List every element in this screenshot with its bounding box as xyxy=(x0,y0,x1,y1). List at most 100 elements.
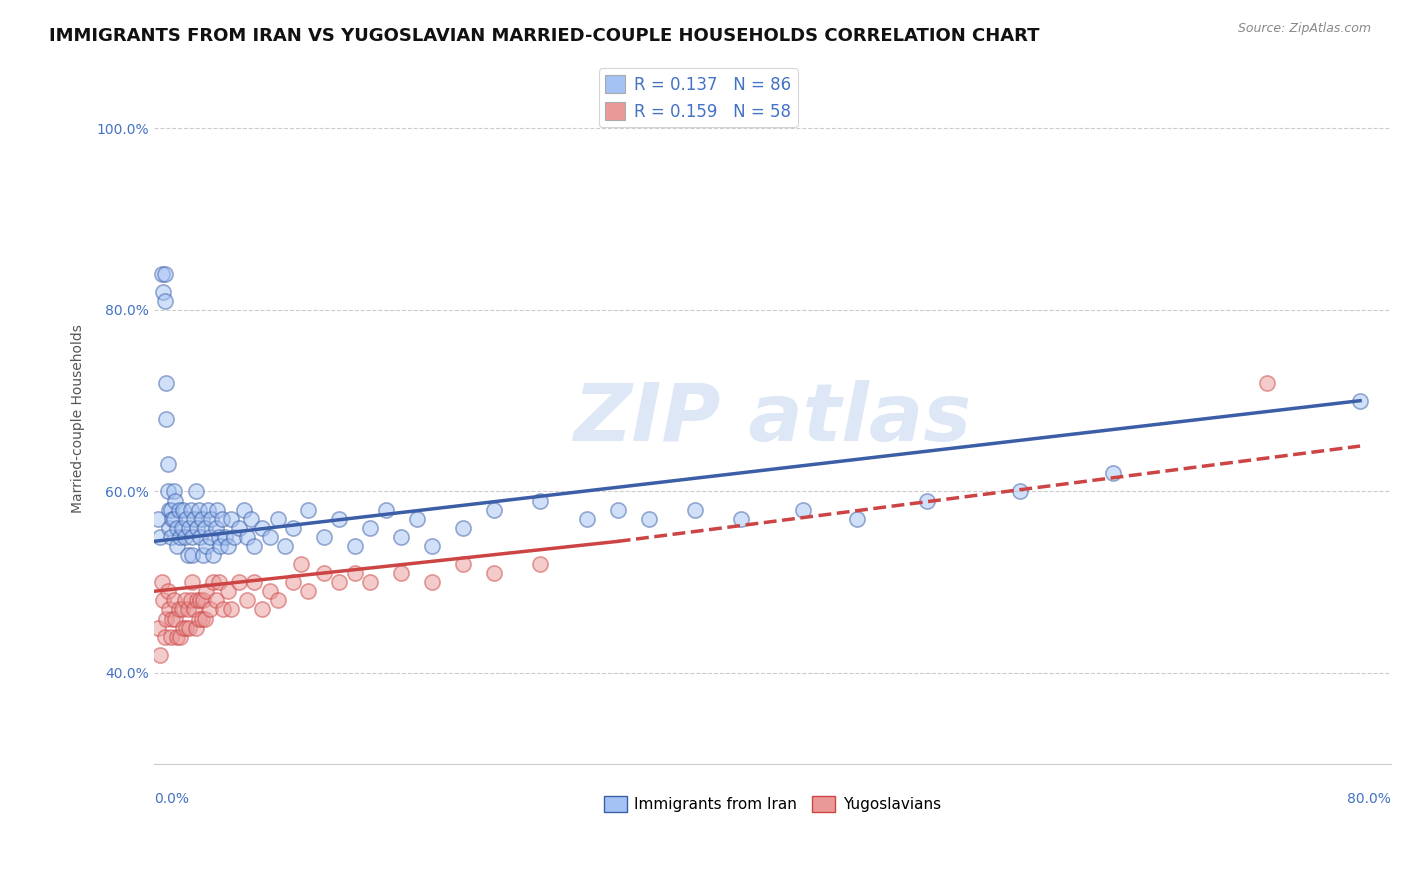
Point xyxy=(166,539,188,553)
Point xyxy=(157,502,180,516)
Point xyxy=(180,593,202,607)
Point xyxy=(162,611,184,625)
Point xyxy=(846,511,869,525)
Point xyxy=(179,621,201,635)
Point xyxy=(482,502,505,516)
Point xyxy=(217,539,239,553)
Point xyxy=(290,557,312,571)
Point xyxy=(204,593,226,607)
Point xyxy=(169,530,191,544)
Point xyxy=(155,412,177,426)
Point xyxy=(180,502,202,516)
Legend: R = 0.137   N = 86, R = 0.159   N = 58: R = 0.137 N = 86, R = 0.159 N = 58 xyxy=(599,69,797,128)
Point xyxy=(297,502,319,516)
Point xyxy=(187,502,209,516)
Point xyxy=(451,557,474,571)
Point xyxy=(274,539,297,553)
Point xyxy=(163,593,186,607)
Point xyxy=(172,621,194,635)
Point xyxy=(219,511,242,525)
Point xyxy=(201,548,224,562)
Point xyxy=(389,566,412,581)
Point xyxy=(1008,484,1031,499)
Point xyxy=(204,521,226,535)
Text: IMMIGRANTS FROM IRAN VS YUGOSLAVIAN MARRIED-COUPLE HOUSEHOLDS CORRELATION CHART: IMMIGRANTS FROM IRAN VS YUGOSLAVIAN MARR… xyxy=(49,27,1039,45)
Point xyxy=(250,602,273,616)
Text: 80.0%: 80.0% xyxy=(1347,791,1391,805)
Point xyxy=(153,267,176,281)
Point xyxy=(250,521,273,535)
Point xyxy=(173,593,195,607)
Point xyxy=(148,621,170,635)
Point xyxy=(176,621,198,635)
Point xyxy=(152,285,174,299)
Point xyxy=(214,530,236,544)
Point xyxy=(198,530,221,544)
Text: 0.0%: 0.0% xyxy=(153,791,188,805)
Point xyxy=(193,548,215,562)
Point xyxy=(1348,393,1371,408)
Point xyxy=(211,511,233,525)
Point xyxy=(312,530,335,544)
Point xyxy=(179,521,201,535)
Point xyxy=(177,548,200,562)
Point xyxy=(150,267,173,281)
Point xyxy=(343,566,366,581)
Point xyxy=(217,584,239,599)
Point xyxy=(188,593,211,607)
Point xyxy=(195,584,218,599)
Point xyxy=(235,530,257,544)
Point xyxy=(259,530,281,544)
Point xyxy=(170,521,193,535)
Point xyxy=(176,511,198,525)
Y-axis label: Married-couple Households: Married-couple Households xyxy=(72,325,86,513)
Point xyxy=(208,575,231,590)
Point xyxy=(183,602,205,616)
Point xyxy=(374,502,396,516)
Point xyxy=(792,502,814,516)
Point xyxy=(163,511,186,525)
Point xyxy=(915,493,938,508)
Point xyxy=(200,511,222,525)
Point xyxy=(150,575,173,590)
Point xyxy=(266,593,288,607)
Point xyxy=(198,602,221,616)
Point xyxy=(194,521,217,535)
Point xyxy=(224,530,246,544)
Point xyxy=(188,530,211,544)
Point xyxy=(195,539,218,553)
Point xyxy=(181,575,204,590)
Point xyxy=(162,511,184,525)
Point xyxy=(173,530,195,544)
Point xyxy=(153,293,176,308)
Point xyxy=(169,630,191,644)
Point xyxy=(529,557,551,571)
Point xyxy=(181,548,204,562)
Point xyxy=(156,457,179,471)
Point xyxy=(191,611,214,625)
Point xyxy=(1256,376,1278,390)
Point xyxy=(297,584,319,599)
Text: Source: ZipAtlas.com: Source: ZipAtlas.com xyxy=(1237,22,1371,36)
Point xyxy=(281,521,304,535)
Point xyxy=(165,611,187,625)
Point xyxy=(1101,467,1123,481)
Point xyxy=(207,502,229,516)
Point xyxy=(235,593,257,607)
Point xyxy=(183,511,205,525)
Point xyxy=(170,602,193,616)
Point xyxy=(194,611,217,625)
Point xyxy=(156,484,179,499)
Point xyxy=(312,566,335,581)
Point xyxy=(186,593,208,607)
Point xyxy=(240,511,263,525)
Point xyxy=(405,511,427,525)
Point xyxy=(359,575,381,590)
Point xyxy=(451,521,474,535)
Point xyxy=(328,575,350,590)
Point xyxy=(232,502,254,516)
Point xyxy=(163,484,186,499)
Point xyxy=(184,621,207,635)
Point xyxy=(172,502,194,516)
Point xyxy=(148,511,170,525)
